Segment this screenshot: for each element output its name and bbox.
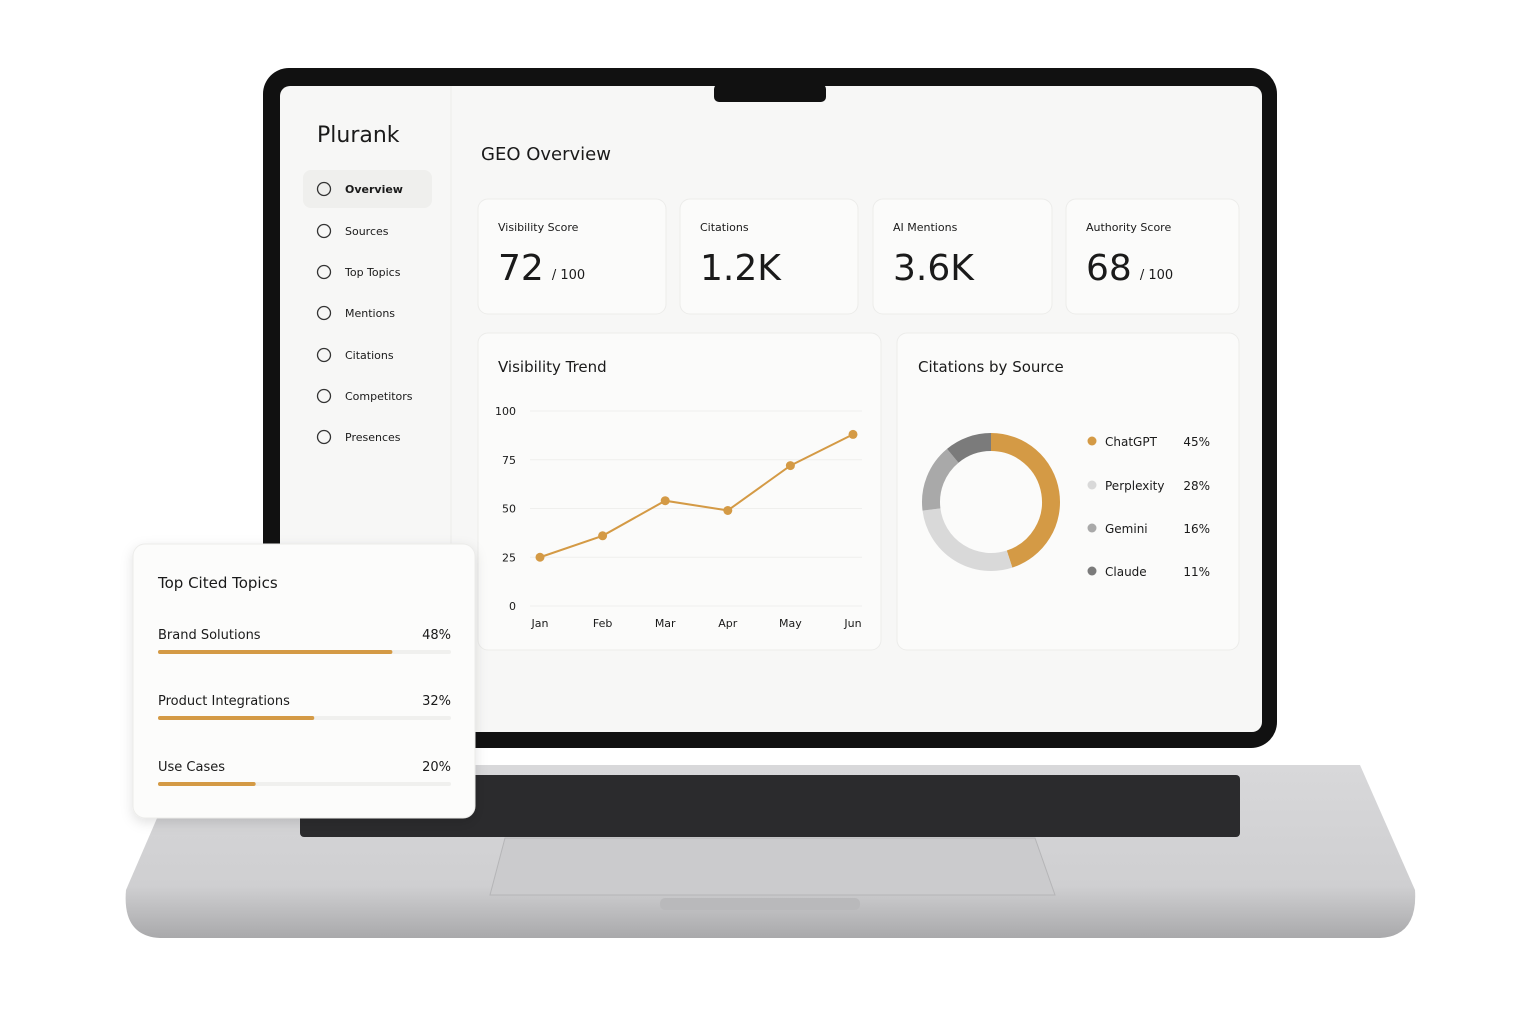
legend-label: ChatGPT: [1105, 435, 1158, 449]
nav-icon: [316, 388, 332, 404]
kpi-value: 68: [1086, 248, 1132, 289]
y-tick-label: 100: [495, 405, 516, 418]
trackpad: [489, 837, 1056, 896]
nav-icon: [316, 305, 332, 321]
nav-icon: [316, 347, 332, 363]
nav-icon: [316, 264, 332, 280]
card: [1065, 198, 1240, 315]
trend-point: [848, 429, 858, 439]
nav-icon: [316, 223, 332, 239]
x-tick-label: Jun: [843, 617, 861, 630]
kpi-suffix: / 100: [1140, 268, 1173, 283]
trend-point: [723, 505, 733, 515]
x-tick-label: Mar: [655, 617, 676, 630]
donut-segment: [922, 508, 1013, 571]
y-tick-label: 0: [509, 600, 516, 613]
keyboard: [300, 775, 1240, 837]
legend-value: 45%: [1183, 435, 1210, 449]
nav-item[interactable]: Mentions: [345, 307, 395, 320]
topic-value: 20%: [422, 760, 451, 775]
legend-value: 28%: [1183, 479, 1210, 493]
kpi-label: Authority Score: [1086, 221, 1171, 234]
camera-notch: [714, 84, 826, 102]
x-tick-label: Jan: [531, 617, 549, 630]
legend-value: 11%: [1183, 565, 1210, 579]
card: [679, 198, 859, 315]
kpi-label: Citations: [700, 221, 749, 234]
x-tick-label: Apr: [718, 617, 738, 630]
topic-name: Use Cases: [158, 760, 225, 775]
kpi-suffix: / 100: [552, 268, 585, 283]
legend-dot: [1087, 523, 1097, 533]
trend-point: [598, 531, 608, 541]
topic-value: 32%: [422, 694, 451, 709]
kpi-value: 1.2K: [700, 248, 782, 289]
nav-item[interactable]: Competitors: [345, 390, 413, 403]
legend-label: Claude: [1105, 565, 1147, 579]
trend-line: [539, 433, 854, 559]
y-tick-label: 75: [502, 454, 516, 467]
topic-name: Brand Solutions: [158, 628, 261, 643]
brand: Plurank: [317, 123, 400, 148]
chart-title: Citations by Source: [918, 358, 1064, 376]
card: [132, 543, 476, 819]
nav-item[interactable]: Presences: [345, 431, 401, 444]
card: [896, 332, 1240, 651]
card-title: Top Cited Topics: [157, 574, 278, 592]
bar: [158, 716, 315, 720]
donut-segment: [922, 448, 959, 511]
y-tick-label: 25: [502, 551, 516, 564]
nav-item[interactable]: Top Topics: [344, 266, 401, 279]
legend-value: 16%: [1183, 522, 1210, 536]
trend-point: [535, 552, 545, 562]
donut-segment: [947, 433, 992, 463]
y-tick-label: 50: [502, 503, 516, 516]
nav-icon: [316, 181, 332, 197]
bar: [158, 782, 256, 786]
nav-item[interactable]: Sources: [345, 225, 389, 238]
bar: [158, 650, 393, 654]
nav-icon: [316, 429, 332, 445]
donut-segment: [990, 433, 1060, 568]
nav-active-bg: [303, 170, 432, 208]
nav-item[interactable]: Overview: [345, 183, 403, 196]
kpi-value: 72: [498, 248, 544, 289]
legend-label: Gemini: [1105, 522, 1148, 536]
legend-label: Perplexity: [1105, 479, 1165, 493]
chart-title: Visibility Trend: [498, 358, 607, 376]
card: [477, 332, 882, 651]
legend-dot: [1087, 566, 1097, 576]
x-tick-label: May: [779, 617, 802, 630]
trend-point: [785, 461, 795, 471]
kpi-label: AI Mentions: [893, 221, 958, 234]
page-title: GEO Overview: [481, 144, 611, 165]
card: [872, 198, 1053, 315]
nav-item[interactable]: Citations: [345, 349, 394, 362]
card: [477, 198, 667, 315]
kpi-label: Visibility Score: [498, 221, 579, 234]
topic-name: Product Integrations: [158, 694, 290, 709]
x-tick-label: Feb: [593, 617, 612, 630]
trend-point: [660, 496, 670, 506]
kpi-value: 3.6K: [893, 248, 975, 289]
legend-dot: [1087, 436, 1097, 446]
topic-value: 48%: [422, 628, 451, 643]
notch-lip: [660, 898, 860, 910]
legend-dot: [1087, 480, 1097, 490]
